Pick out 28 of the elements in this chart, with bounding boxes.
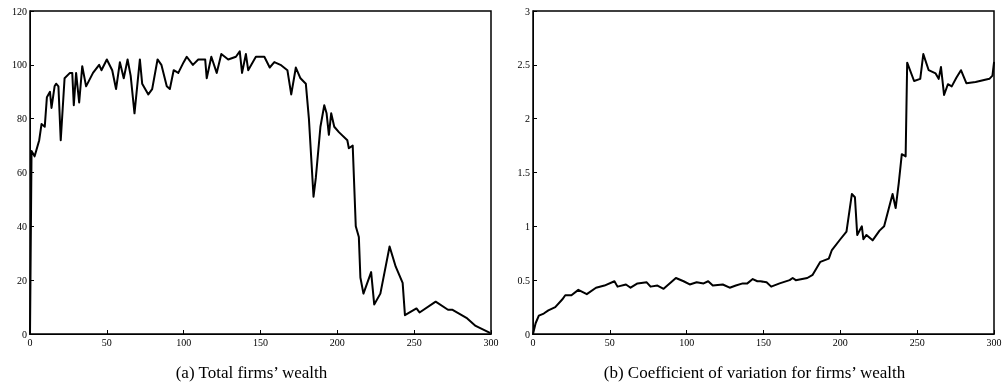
y-tick-label: 80 — [17, 113, 27, 125]
x-tick-label: 250 — [406, 336, 422, 348]
text: (b) Coefficient of variation for firms’ wealth — [603, 363, 906, 382]
y-tick-label: 40 — [17, 220, 27, 232]
y-tick-label: 2 — [524, 113, 530, 125]
x-tick-label: 100 — [678, 336, 694, 348]
y-tick-label: 1 — [524, 220, 530, 232]
text: (a) Total firms’ wealth — [175, 363, 328, 382]
x-tick-label: 250 — [909, 336, 925, 348]
x-tick-label: 300 — [483, 336, 499, 348]
y-tick-label: 20 — [17, 274, 27, 286]
y-tick-label: 3 — [524, 5, 530, 17]
x-tick-label: 150 — [755, 336, 771, 348]
y-tick-label: 0 — [524, 328, 530, 340]
y-tick-label: 120 — [12, 5, 27, 17]
x-tick-label: 50 — [604, 336, 615, 348]
x-tick-label: 100 — [176, 336, 192, 348]
y-tick-label: 0 — [22, 328, 27, 340]
y-tick-label: 100 — [12, 59, 27, 71]
x-tick-label: 150 — [253, 336, 268, 348]
y-tick-label: 0.5 — [517, 274, 530, 286]
x-tick-label: 200 — [832, 336, 848, 348]
x-tick-label: 300 — [986, 336, 1001, 348]
x-tick-label: 200 — [329, 336, 345, 348]
y-tick-label: 1.5 — [517, 167, 530, 178]
y-tick-label: 60 — [17, 167, 27, 178]
y-tick-label: 2.5 — [517, 59, 530, 71]
x-tick-label: 50 — [101, 336, 112, 348]
